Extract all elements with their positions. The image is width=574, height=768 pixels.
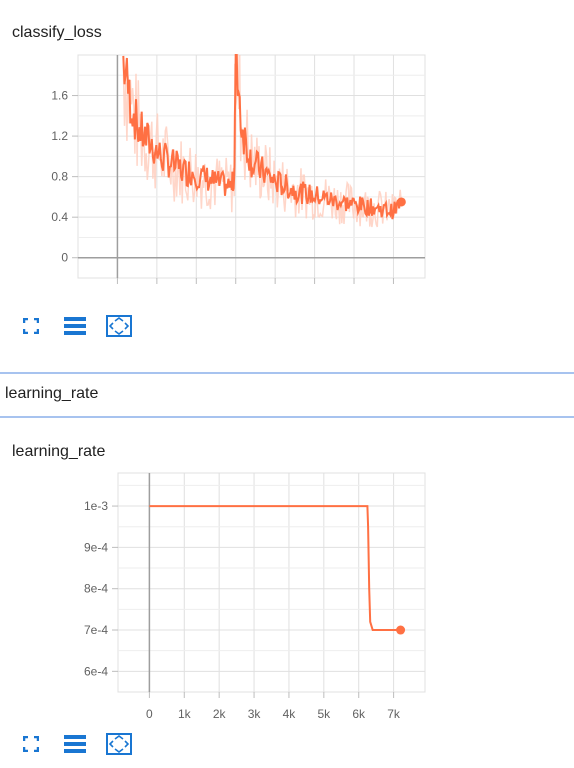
y-tick-label: 1.2 bbox=[51, 129, 68, 143]
fit-domain-icon bbox=[106, 315, 132, 337]
x-tick-label: 4k bbox=[269, 289, 283, 290]
x-tick-label: 7k bbox=[387, 289, 401, 290]
y-tick-label: 0 bbox=[61, 251, 68, 265]
x-tick-label: 4k bbox=[283, 707, 297, 721]
data-table-button[interactable] bbox=[62, 315, 88, 337]
fit-domain-icon bbox=[106, 733, 132, 755]
smoothed-series-line bbox=[122, 54, 403, 220]
y-tick-label: 0.4 bbox=[51, 210, 68, 224]
x-tick-label: 0 bbox=[146, 707, 153, 721]
loss-chart[interactable]: 0 1k 2k 3k 4k 5k 6k 7k 0 0.4 0.8 1.2 1.6 bbox=[0, 0, 574, 290]
x-tick-label: 2k bbox=[213, 707, 227, 721]
last-point-marker[interactable] bbox=[396, 625, 406, 635]
x-tick-label: 3k bbox=[229, 289, 243, 290]
x-tick-label: 0 bbox=[114, 289, 121, 290]
group-header-learning-rate[interactable]: learning_rate bbox=[0, 372, 574, 418]
chart-toolbar bbox=[18, 733, 132, 755]
chart-title: learning_rate bbox=[12, 443, 106, 460]
last-point-marker[interactable] bbox=[396, 197, 406, 207]
learning-rate-chart[interactable]: 0 1k 2k 3k 4k 5k 6k 7k 6e-4 7e-4 8e-4 9e-4 1e-3 bbox=[0, 420, 574, 725]
x-tick-label: 6k bbox=[348, 289, 362, 290]
series-line bbox=[149, 505, 401, 631]
fullscreen-button[interactable] bbox=[18, 315, 44, 337]
x-tick-label: 5k bbox=[317, 707, 331, 721]
y-tick-label: 6e-4 bbox=[84, 664, 108, 678]
x-tick-label: 7k bbox=[387, 707, 401, 721]
x-tick-label: 5k bbox=[308, 289, 322, 290]
fullscreen-icon bbox=[23, 318, 39, 334]
fit-domain-button[interactable] bbox=[106, 315, 132, 337]
x-tick-label: 3k bbox=[248, 707, 262, 721]
y-tick-label: 8e-4 bbox=[84, 582, 108, 596]
grid bbox=[72, 54, 426, 284]
y-tick-label: 0.8 bbox=[51, 170, 68, 184]
data-table-icon bbox=[64, 735, 86, 753]
x-tick-label: 1k bbox=[178, 707, 192, 721]
fullscreen-button[interactable] bbox=[18, 733, 44, 755]
chart-title: classify_loss bbox=[12, 24, 102, 41]
grid bbox=[112, 472, 426, 698]
x-tick-label: 2k bbox=[190, 289, 204, 290]
data-table-button[interactable] bbox=[62, 733, 88, 755]
x-tick-label: 6k bbox=[352, 707, 366, 721]
y-tick-label: 1e-3 bbox=[84, 499, 108, 513]
fit-domain-button[interactable] bbox=[106, 733, 132, 755]
data-table-icon bbox=[64, 317, 86, 335]
chart-card-classify-loss: classify_loss 0 1k 2k 3k 4k 5k 6k 7k 0 0.4 0.8 1.2 1… bbox=[0, 0, 574, 345]
chart-card-learning-rate: learning_rate 0 1k 2k 3k 4k 5k 6k 7k 6e-4 7e-4 8e-… bbox=[0, 420, 574, 768]
group-title: learning_rate bbox=[5, 385, 99, 402]
y-tick-label: 1.6 bbox=[51, 89, 68, 103]
chart-toolbar bbox=[18, 315, 132, 337]
fullscreen-icon bbox=[23, 736, 39, 752]
x-tick-label: 1k bbox=[151, 289, 165, 290]
y-tick-label: 7e-4 bbox=[84, 623, 108, 637]
y-tick-label: 9e-4 bbox=[84, 540, 108, 554]
